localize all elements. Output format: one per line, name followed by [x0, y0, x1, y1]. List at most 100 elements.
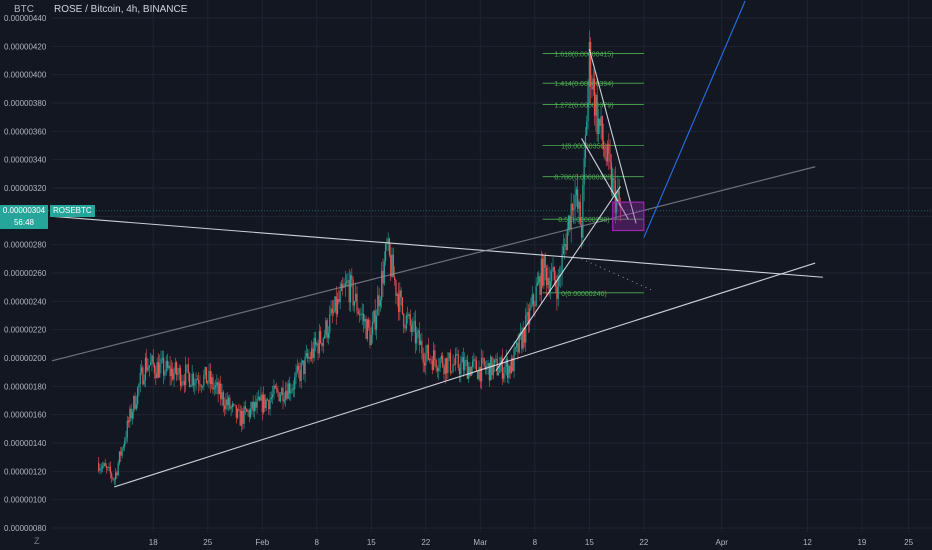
candle-body	[99, 468, 101, 471]
candle-body	[394, 277, 396, 281]
candle-body	[305, 353, 307, 357]
candle-body	[251, 401, 253, 409]
candle-body	[138, 383, 140, 388]
candle-body	[242, 410, 244, 424]
candle-body	[165, 360, 167, 373]
candle-body	[273, 385, 275, 395]
time-axis[interactable]: 18 25 Feb 8 15 22 Mar 8 15 22 Apr 12 19 25	[149, 538, 914, 547]
candle-body	[368, 319, 370, 328]
trendline-drawings[interactable]	[51, 0, 824, 488]
candle-body	[583, 158, 585, 185]
trendline-wedge-top[interactable]	[588, 49, 637, 224]
candle-body	[174, 362, 176, 373]
candle-body	[362, 313, 365, 322]
trendline-projection[interactable]	[643, 0, 746, 238]
candle-body	[438, 367, 440, 371]
candle-body	[445, 358, 448, 374]
candle-body	[126, 420, 128, 438]
price-tick-label: 0.00000160	[4, 411, 47, 420]
candle-body	[405, 315, 407, 329]
candle-body	[586, 121, 588, 136]
candle-body	[597, 118, 600, 134]
price-tick-label: 0.00000200	[4, 354, 47, 363]
candle-body	[348, 280, 350, 303]
time-tick-label: 25	[904, 538, 913, 547]
trendline-support[interactable]	[114, 262, 816, 488]
price-tick-label: 0.00000420	[4, 42, 47, 51]
time-tick-label: 22	[421, 538, 430, 547]
candle-body	[510, 358, 513, 374]
candle-body	[331, 308, 333, 313]
symbol-title[interactable]: ROSE / Bitcoin, 4h, BINANCE	[54, 4, 188, 15]
candle-body	[517, 342, 519, 353]
candle-body	[475, 360, 478, 372]
trendline-wedge-bottom[interactable]	[581, 138, 629, 220]
candle-body	[114, 472, 117, 480]
candle-body	[374, 310, 376, 330]
candle-body	[191, 373, 193, 386]
candle-body	[426, 344, 428, 354]
candle-body	[168, 365, 170, 368]
candle-body	[403, 313, 405, 328]
candle-body	[317, 343, 319, 354]
candle-body	[577, 189, 579, 209]
candle-body	[440, 355, 442, 359]
candle-body	[353, 301, 356, 306]
candle-body	[543, 256, 545, 286]
candle-body	[170, 368, 173, 377]
candle-body	[187, 364, 189, 374]
candle-body	[421, 340, 423, 354]
candle-body	[525, 315, 527, 343]
candle-body	[553, 266, 555, 281]
candle-body	[233, 403, 235, 405]
candle-body	[200, 386, 202, 388]
candle-body	[506, 359, 509, 378]
candle-body	[540, 258, 542, 295]
candle-body	[347, 280, 349, 282]
axis-currency-badge[interactable]: BTC	[14, 3, 34, 15]
target-zone-box[interactable]	[612, 201, 645, 232]
candle-body	[561, 253, 563, 275]
candle-body	[286, 390, 288, 399]
candle-body	[301, 360, 304, 364]
candle-body	[451, 371, 453, 373]
candle-body	[604, 149, 606, 158]
candle-body	[176, 362, 178, 375]
candle-body	[613, 178, 615, 181]
candle-body	[205, 367, 208, 384]
candle-body	[230, 407, 232, 409]
trendline-channel[interactable]	[51, 166, 816, 362]
candle-body	[443, 366, 445, 375]
candle-body	[425, 353, 427, 366]
candle-body	[295, 371, 297, 378]
candle-body	[211, 377, 213, 385]
candle-body	[198, 379, 200, 385]
candle-body	[310, 348, 313, 359]
candle-body	[365, 318, 367, 339]
candle-body	[457, 354, 459, 369]
candle-body	[616, 194, 618, 213]
auto-scale-icon[interactable]: Z	[34, 536, 40, 546]
candle-body	[396, 293, 398, 296]
candle-body	[564, 244, 566, 247]
candle-body	[257, 397, 259, 400]
trendline-resistance[interactable]	[51, 215, 824, 278]
candle-body	[105, 466, 108, 468]
candle-body	[529, 308, 531, 325]
candle-body	[195, 378, 197, 383]
candle-body	[334, 296, 336, 312]
time-tick-label: Apr	[716, 538, 729, 547]
candle-body	[436, 368, 439, 371]
candle-body	[490, 356, 492, 381]
trendline-breakout[interactable]	[495, 186, 621, 372]
candle-body	[182, 381, 184, 382]
candle-body	[552, 266, 554, 272]
candle-body	[483, 358, 485, 367]
candle-body	[285, 390, 287, 400]
candle-body	[548, 277, 550, 292]
candle-body	[456, 354, 458, 355]
candle-body	[352, 279, 354, 306]
price-axis[interactable]: 0.00000080 0.00000100 0.00000120 0.00000140…	[4, 14, 47, 533]
candle-body	[269, 399, 271, 410]
